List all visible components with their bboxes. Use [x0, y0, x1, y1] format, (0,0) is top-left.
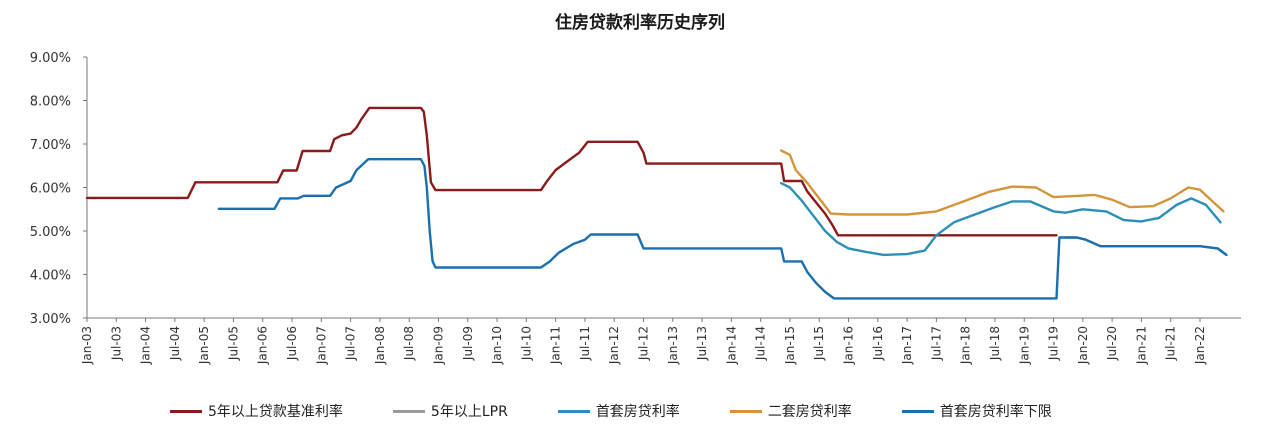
x-tick-label: Jul-20	[1105, 326, 1119, 361]
legend-swatch	[901, 409, 934, 413]
x-tick-label: Jan-18	[959, 326, 973, 365]
legend-item-1: 5年以上贷款基准利率	[170, 401, 343, 421]
x-tick-label: Jan-10	[490, 326, 504, 365]
series-line-1	[85, 106, 1058, 237]
x-tick-label: Jan-05	[197, 326, 211, 365]
x-tick-label: Jan-13	[666, 326, 680, 365]
x-tick-label: Jul-10	[519, 326, 533, 361]
legend-swatch	[392, 409, 425, 413]
x-tick-label: Jan-21	[1134, 326, 1148, 365]
legend-item-4: 二套房贷利率	[729, 401, 852, 421]
y-tick-label: 9.00%	[30, 51, 71, 66]
x-tick-label: Jul-21	[1164, 326, 1178, 361]
legend-swatch	[729, 409, 762, 413]
series-line-5	[217, 158, 1228, 300]
legend-label: 5年以上贷款基准利率	[208, 404, 343, 420]
y-tick-label: 6.00%	[30, 182, 71, 197]
x-tick-label: Jul-18	[988, 326, 1002, 361]
chart-legend: 5年以上贷款基准利率 5年以上LPR 首套房贷利率 二套房贷利率 首套房贷利率下限	[170, 401, 1102, 421]
y-tick-label: 5.00%	[30, 225, 71, 240]
series-line-4	[780, 149, 1225, 216]
y-tick-label: 3.00%	[30, 312, 71, 327]
legend-item-3: 首套房贷利率	[557, 401, 680, 421]
x-tick-label: Jan-07	[314, 326, 328, 365]
legend-item-5: 首套房贷利率下限	[901, 401, 1052, 421]
x-tick-label: Jan-20	[1076, 326, 1090, 365]
x-tick-label: Jul-09	[461, 326, 475, 361]
x-tick-label: Jan-03	[80, 326, 94, 365]
legend-item-2: 5年以上LPR	[392, 401, 508, 421]
x-tick-label: Jul-05	[226, 326, 240, 361]
legend-label: 5年以上LPR	[430, 404, 508, 420]
x-tick-label: Jan-11	[549, 326, 563, 365]
x-tick-label: Jan-12	[607, 326, 621, 365]
x-tick-label: Jan-19	[1017, 326, 1031, 365]
legend-label: 首套房贷利率	[595, 404, 680, 420]
x-tick-label: Jul-13	[695, 326, 709, 361]
x-tick-label: Jul-04	[168, 326, 182, 361]
y-tick-label: 8.00%	[30, 95, 71, 110]
x-tick-label: Jan-17	[900, 326, 914, 365]
x-tick-label: Jul-14	[754, 326, 768, 361]
x-tick-label: Jan-16	[842, 326, 856, 365]
x-tick-label: Jan-22	[1193, 326, 1207, 365]
x-tick-label: Jul-06	[285, 326, 299, 361]
x-tick-label: Jan-06	[256, 326, 270, 365]
x-tick-label: Jul-11	[578, 326, 592, 361]
x-tick-label: Jul-03	[109, 326, 123, 361]
x-tick-label: Jul-17	[929, 326, 943, 361]
x-tick-label: Jan-14	[724, 326, 738, 365]
x-tick-label: Jul-16	[871, 326, 885, 361]
x-tick-label: Jan-09	[431, 326, 445, 365]
x-tick-label: Jul-12	[636, 326, 650, 361]
legend-swatch	[170, 409, 202, 413]
x-tick-label: Jul-08	[402, 326, 416, 361]
x-tick-label: Jan-15	[783, 326, 797, 365]
x-tick-label: Jan-04	[139, 326, 153, 365]
y-tick-label: 4.00%	[30, 269, 71, 284]
y-tick-label: 7.00%	[30, 138, 71, 153]
x-tick-label: Jul-19	[1047, 326, 1061, 361]
chart-title: 住房贷款利率历史序列	[555, 13, 725, 33]
x-tick-label: Jul-15	[812, 326, 826, 361]
legend-label: 首套房贷利率下限	[939, 404, 1052, 420]
x-tick-label: Jul-07	[344, 326, 358, 361]
legend-label: 二套房贷利率	[767, 404, 852, 420]
legend-swatch	[557, 409, 590, 413]
x-tick-label: Jan-08	[373, 326, 387, 365]
series-line-3	[780, 182, 1222, 257]
